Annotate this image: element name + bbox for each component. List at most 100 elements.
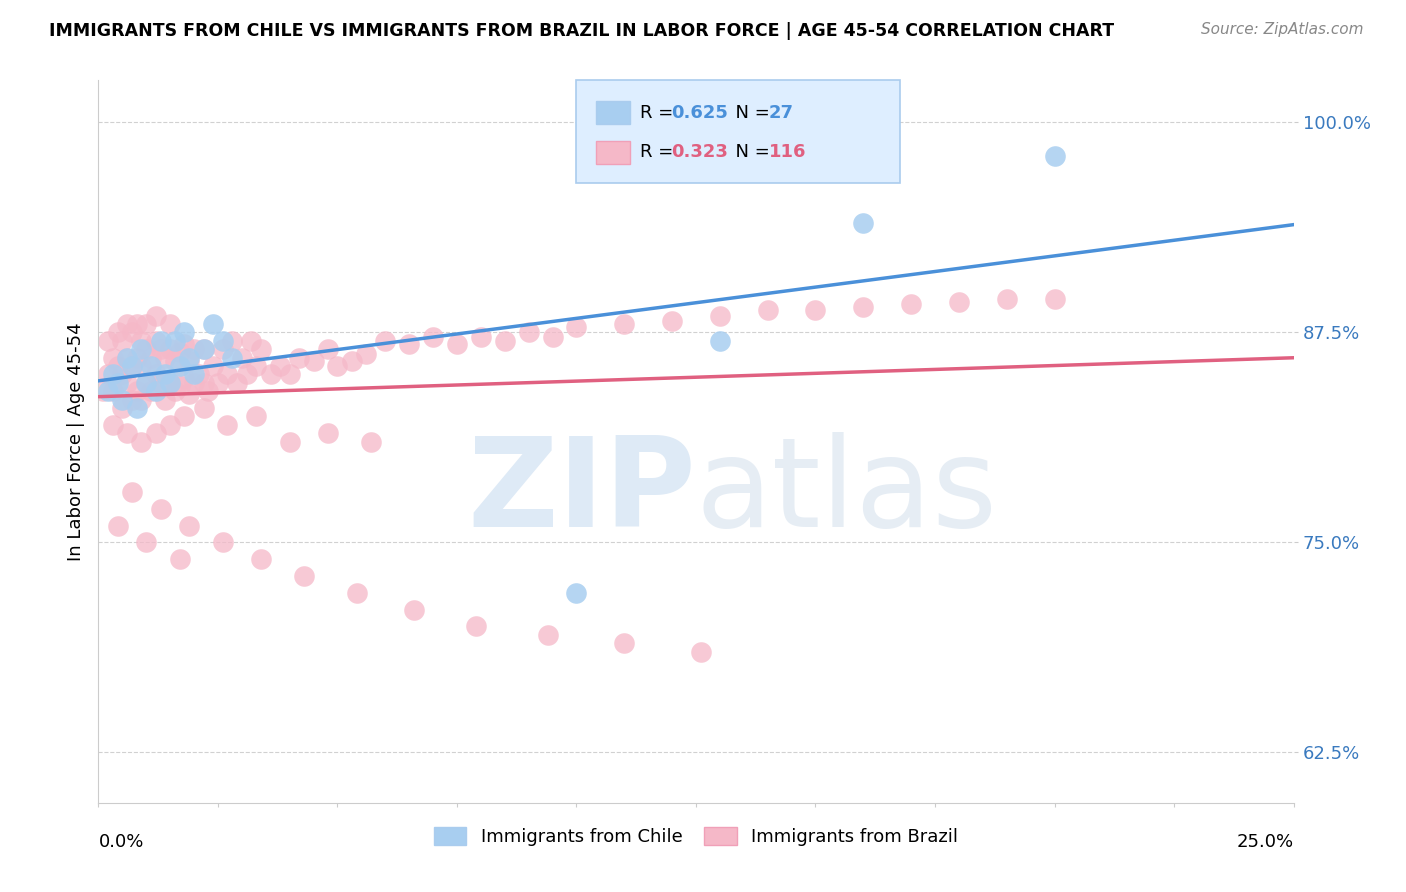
Point xyxy=(169,552,191,566)
Text: R =: R = xyxy=(640,144,679,161)
Text: IMMIGRANTS FROM CHILE VS IMMIGRANTS FROM BRAZIL IN LABOR FORCE | AGE 45-54 CORRE: IMMIGRANTS FROM CHILE VS IMMIGRANTS FROM… xyxy=(49,22,1115,40)
Point xyxy=(101,368,124,382)
Point xyxy=(221,334,243,348)
Point xyxy=(211,334,233,348)
Point xyxy=(139,384,162,398)
Point xyxy=(115,351,138,365)
Point xyxy=(101,417,124,432)
Point xyxy=(125,317,148,331)
Point xyxy=(202,359,225,373)
Point xyxy=(217,368,239,382)
Point xyxy=(107,359,129,373)
Point xyxy=(231,351,253,365)
Point xyxy=(245,409,267,424)
Point xyxy=(107,326,129,340)
Point xyxy=(107,376,129,390)
Point xyxy=(179,387,201,401)
Point xyxy=(173,326,195,340)
Point xyxy=(115,376,138,390)
Point xyxy=(948,295,970,310)
Point xyxy=(125,401,148,415)
Point xyxy=(804,303,827,318)
Point xyxy=(183,376,205,390)
Point xyxy=(125,384,148,398)
Point xyxy=(163,334,186,348)
Point xyxy=(121,485,143,500)
Text: 27: 27 xyxy=(769,103,794,122)
Text: ZIP: ZIP xyxy=(467,432,696,553)
Point xyxy=(187,368,209,382)
Point xyxy=(354,347,377,361)
Point xyxy=(121,359,143,373)
Point xyxy=(1043,292,1066,306)
Point xyxy=(115,426,138,441)
Point xyxy=(173,370,195,384)
Point xyxy=(131,392,153,407)
Point xyxy=(179,354,201,368)
Point xyxy=(139,359,162,373)
Point xyxy=(197,384,219,398)
Text: N =: N = xyxy=(724,144,776,161)
Point xyxy=(537,628,560,642)
Point xyxy=(470,330,492,344)
Point xyxy=(155,368,177,382)
Point xyxy=(169,359,191,373)
Point xyxy=(159,417,181,432)
Point xyxy=(145,334,167,348)
Point xyxy=(207,376,229,390)
Point xyxy=(494,334,516,348)
Point xyxy=(226,376,249,390)
Point xyxy=(159,376,181,390)
Point xyxy=(259,368,281,382)
Point xyxy=(149,342,172,356)
Point xyxy=(97,334,120,348)
Text: R =: R = xyxy=(640,103,679,122)
Point xyxy=(1043,149,1066,163)
Point xyxy=(217,417,239,432)
Point xyxy=(179,518,201,533)
Point xyxy=(183,368,205,382)
Text: 0.625: 0.625 xyxy=(671,103,727,122)
Point xyxy=(756,303,779,318)
Point xyxy=(169,379,191,393)
Point xyxy=(111,392,134,407)
Point xyxy=(125,351,148,365)
Point xyxy=(131,434,153,449)
Point xyxy=(163,354,186,368)
Point xyxy=(121,392,143,407)
Point xyxy=(135,535,157,549)
Point xyxy=(278,368,301,382)
Point xyxy=(193,342,215,356)
Point xyxy=(135,376,157,390)
Point xyxy=(169,345,191,359)
Legend: Immigrants from Chile, Immigrants from Brazil: Immigrants from Chile, Immigrants from B… xyxy=(425,818,967,855)
Point xyxy=(179,351,201,365)
Point xyxy=(316,342,339,356)
Point xyxy=(163,384,186,398)
Y-axis label: In Labor Force | Age 45-54: In Labor Force | Age 45-54 xyxy=(66,322,84,561)
Point xyxy=(517,326,540,340)
Point xyxy=(131,334,153,348)
Point xyxy=(374,334,396,348)
Point xyxy=(661,313,683,327)
Text: 25.0%: 25.0% xyxy=(1236,833,1294,851)
Point xyxy=(193,342,215,356)
Point xyxy=(422,330,444,344)
Point xyxy=(183,342,205,356)
Point xyxy=(900,297,922,311)
Point xyxy=(211,342,233,356)
Point xyxy=(326,359,349,373)
Point xyxy=(709,309,731,323)
Point xyxy=(613,636,636,650)
Point xyxy=(202,317,225,331)
Point xyxy=(131,342,153,356)
Point xyxy=(852,300,875,314)
Point xyxy=(115,317,138,331)
Point xyxy=(193,376,215,390)
Point xyxy=(541,330,564,344)
Text: Source: ZipAtlas.com: Source: ZipAtlas.com xyxy=(1201,22,1364,37)
Point xyxy=(111,401,134,415)
Point xyxy=(101,351,124,365)
Point xyxy=(852,216,875,230)
Point xyxy=(240,334,263,348)
